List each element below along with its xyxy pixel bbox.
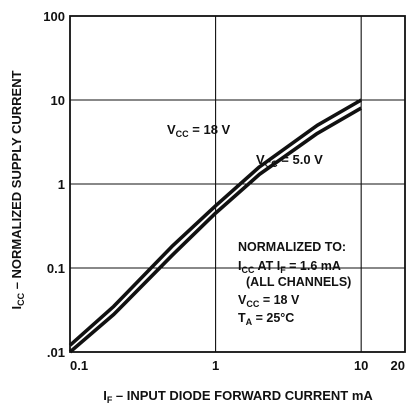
grid — [70, 16, 405, 352]
curve-vcc-18v — [68, 98, 363, 347]
note-line-5: TA = 25°C — [238, 311, 294, 327]
y-tick-label: 1 — [58, 177, 65, 192]
normalization-note: NORMALIZED TO: ICC AT IF = 1.6 mA (ALL C… — [238, 240, 351, 327]
x-tick-labels: 0.1 1 10 20 — [70, 358, 405, 373]
y-tick-label: 10 — [51, 93, 65, 108]
plot-frame — [69, 15, 406, 353]
note-line-3: (ALL CHANNELS) — [246, 275, 351, 289]
x-tick-label: 10 — [354, 358, 368, 373]
note-line-4: VCC = 18 V — [238, 293, 300, 309]
y-axis-title: ICC – NORMALIZED SUPPLY CURRENT — [9, 70, 26, 309]
series-label-vcc-5v: VCC = 5.0 V — [256, 152, 323, 169]
x-tick-label: 20 — [391, 358, 405, 373]
series-label-vcc-18v: VCC = 18 V — [167, 122, 231, 139]
x-axis-title: IF – INPUT DIODE FORWARD CURRENT mA — [103, 388, 373, 405]
curves — [68, 98, 363, 354]
y-tick-label: .01 — [47, 345, 65, 360]
curve-vcc-5v — [68, 106, 363, 354]
note-line-2: ICC AT IF = 1.6 mA — [238, 259, 341, 275]
x-tick-label: 1 — [212, 358, 219, 373]
note-line-1: NORMALIZED TO: — [238, 240, 346, 254]
y-tick-label: 0.1 — [47, 261, 65, 276]
x-tick-label: 0.1 — [70, 358, 88, 373]
y-tick-labels: 100 10 1 0.1 .01 — [43, 9, 65, 360]
y-tick-label: 100 — [43, 9, 65, 24]
